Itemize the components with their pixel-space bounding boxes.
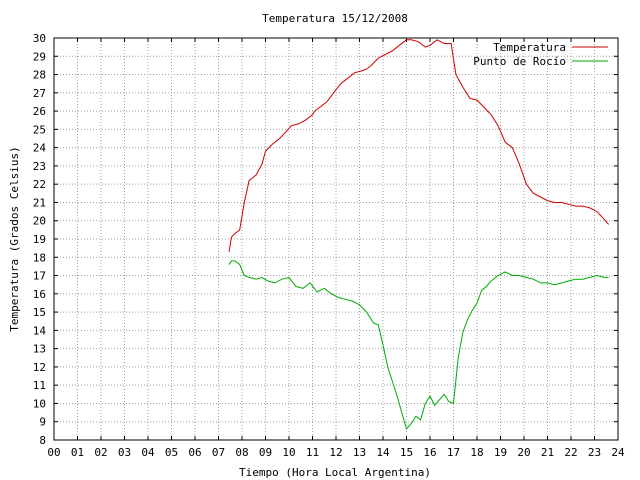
x-tick-label: 20 bbox=[517, 446, 530, 459]
x-axis: 00 01 02 03 04 05 06 07 08 09 10 11 12 13 14 15 16 17 18 19… bbox=[47, 38, 625, 459]
y-tick-label: 30 bbox=[33, 32, 46, 45]
y-tick-label: 11 bbox=[33, 379, 46, 392]
x-axis-label: Tiempo (Hora Local Argentina) bbox=[239, 466, 431, 479]
y-tick-label: 12 bbox=[33, 361, 46, 374]
y-axis: 8 9 10 11 12 13 14 15 16 17 18 19 20 21 22 23 24 25 26 27 28… bbox=[33, 32, 618, 447]
y-tick-label: 26 bbox=[33, 105, 46, 118]
x-tick-label: 17 bbox=[447, 446, 460, 459]
y-tick-label: 10 bbox=[33, 397, 46, 410]
series-line-temperatura bbox=[228, 39, 609, 252]
series-line-punto-de-rocio bbox=[228, 260, 609, 431]
y-tick-label: 15 bbox=[33, 306, 46, 319]
x-tick-label: 01 bbox=[71, 446, 84, 459]
y-tick-label: 14 bbox=[33, 324, 47, 337]
y-tick-label: 16 bbox=[33, 288, 46, 301]
x-tick-label: 16 bbox=[423, 446, 436, 459]
x-tick-label: 21 bbox=[541, 446, 554, 459]
grid-lines bbox=[54, 38, 618, 440]
y-tick-label: 13 bbox=[33, 343, 46, 356]
y-tick-label: 20 bbox=[33, 215, 46, 228]
y-tick-label: 27 bbox=[33, 87, 46, 100]
x-tick-label: 09 bbox=[259, 446, 272, 459]
legend-label-temperatura: Temperatura bbox=[493, 41, 566, 54]
series-layer bbox=[228, 39, 609, 431]
x-tick-label: 18 bbox=[470, 446, 483, 459]
y-tick-label: 17 bbox=[33, 270, 46, 283]
x-tick-label: 24 bbox=[611, 446, 625, 459]
y-axis-label: Temperatura (Grados Celsius) bbox=[8, 146, 21, 331]
x-tick-label: 00 bbox=[47, 446, 60, 459]
x-tick-label: 12 bbox=[329, 446, 342, 459]
y-tick-label: 9 bbox=[39, 416, 46, 429]
y-tick-label: 24 bbox=[33, 142, 47, 155]
y-tick-label: 22 bbox=[33, 178, 46, 191]
y-tick-label: 28 bbox=[33, 69, 46, 82]
x-tick-label: 11 bbox=[306, 446, 319, 459]
x-tick-label: 13 bbox=[353, 446, 366, 459]
y-tick-label: 21 bbox=[33, 196, 46, 209]
y-tick-label: 8 bbox=[39, 434, 46, 447]
x-tick-label: 14 bbox=[376, 446, 390, 459]
x-tick-label: 05 bbox=[165, 446, 178, 459]
y-tick-label: 18 bbox=[33, 251, 46, 264]
y-tick-label: 19 bbox=[33, 233, 46, 246]
x-tick-label: 06 bbox=[188, 446, 201, 459]
x-tick-label: 04 bbox=[141, 446, 155, 459]
y-tick-label: 25 bbox=[33, 123, 46, 136]
x-tick-label: 23 bbox=[588, 446, 601, 459]
x-tick-label: 15 bbox=[400, 446, 413, 459]
legend-label-punto-de-rocio: Punto de Rocío bbox=[473, 55, 566, 68]
x-tick-label: 22 bbox=[564, 446, 577, 459]
x-tick-label: 02 bbox=[94, 446, 107, 459]
y-tick-label: 23 bbox=[33, 160, 46, 173]
y-tick-label: 29 bbox=[33, 50, 46, 63]
x-tick-label: 19 bbox=[494, 446, 507, 459]
x-tick-label: 10 bbox=[282, 446, 295, 459]
x-tick-label: 07 bbox=[212, 446, 225, 459]
x-tick-label: 08 bbox=[235, 446, 248, 459]
chart-title: Temperatura 15/12/2008 bbox=[262, 12, 408, 25]
x-tick-label: 03 bbox=[118, 446, 131, 459]
